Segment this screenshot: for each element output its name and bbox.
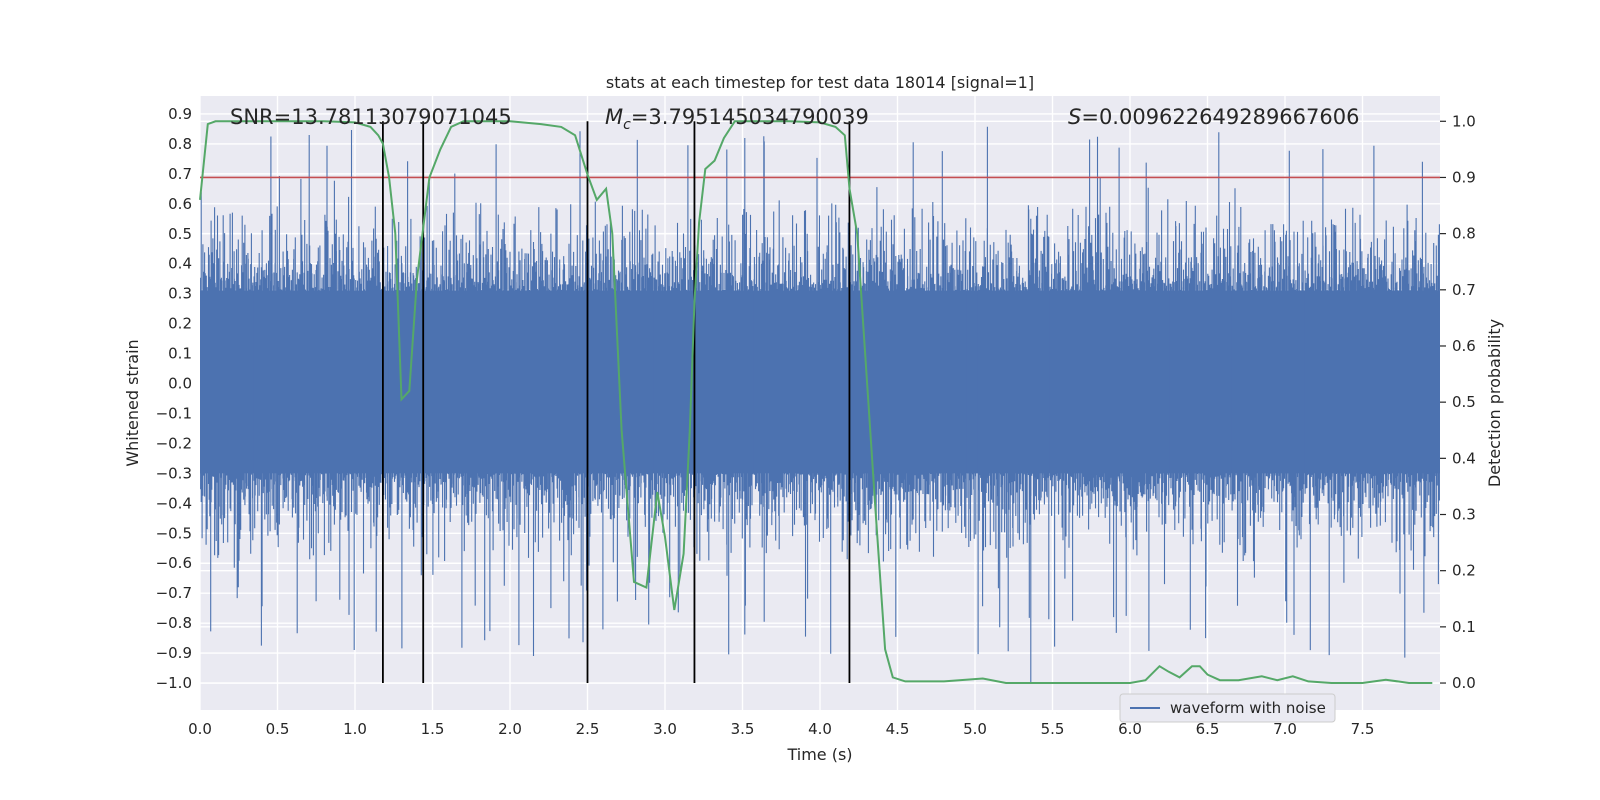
y-right-tick-label: 1.0 bbox=[1452, 112, 1476, 130]
chart-title: stats at each timestep for test data 180… bbox=[606, 73, 1034, 92]
y-tick-label: −0.8 bbox=[156, 614, 192, 632]
y-tick-label: 0.2 bbox=[168, 315, 192, 333]
y-right-tick-label: 0.5 bbox=[1452, 393, 1476, 411]
legend-box bbox=[1119, 693, 1336, 723]
y-tick-label: −0.9 bbox=[156, 644, 192, 662]
x-tick-label: 7.5 bbox=[1351, 720, 1375, 738]
y-tick-label: −0.5 bbox=[156, 524, 192, 542]
mc-value: =3.795145034790039 bbox=[631, 105, 869, 129]
y-tick-label: 0.0 bbox=[168, 375, 192, 393]
x-tick-label: 5.5 bbox=[1041, 720, 1065, 738]
y-tick-label: 0.4 bbox=[168, 255, 192, 273]
s-symbol: S bbox=[1068, 105, 1081, 129]
overlay-lines bbox=[200, 121, 1440, 684]
legend-entry: waveform with noise bbox=[1170, 699, 1326, 717]
x-tick-label: 5.0 bbox=[963, 720, 987, 738]
x-tick-label: 4.5 bbox=[886, 720, 910, 738]
y-tick-label: −0.7 bbox=[156, 584, 192, 602]
y-tick-label: −0.4 bbox=[156, 494, 192, 512]
x-tick-label: 6.0 bbox=[1118, 720, 1142, 738]
y-tick-label: −0.2 bbox=[156, 434, 192, 452]
legend: waveform with noise bbox=[1119, 693, 1336, 723]
x-tick-label: 1.0 bbox=[343, 720, 367, 738]
y-tick-label: 0.7 bbox=[168, 165, 192, 183]
x-tick-label: 6.5 bbox=[1196, 720, 1220, 738]
x-tick-label: 3.0 bbox=[653, 720, 677, 738]
mc-annotation: Mc=3.795145034790039 bbox=[605, 105, 869, 133]
y-right-tick-label: 0.8 bbox=[1452, 225, 1476, 243]
mc-subscript: c bbox=[623, 117, 631, 133]
y-right-tick-label: 0.0 bbox=[1452, 674, 1476, 692]
y-tick-label: 0.9 bbox=[168, 105, 192, 123]
y-tick-label: −0.6 bbox=[156, 554, 192, 572]
y-right-tick-label: 0.2 bbox=[1452, 562, 1476, 580]
s-value: =0.009622649289667606 bbox=[1081, 105, 1359, 129]
y-tick-label: −0.3 bbox=[156, 464, 192, 482]
waveform-line bbox=[200, 126, 1440, 683]
s-annotation: S=0.009622649289667606 bbox=[1068, 105, 1359, 129]
x-tick-label: 0.5 bbox=[266, 720, 290, 738]
x-tick-label: 0.0 bbox=[188, 720, 212, 738]
snr-annotation: SNR=13.78113079071045 bbox=[230, 105, 512, 129]
y-tick-label: −1.0 bbox=[156, 674, 192, 692]
y-tick-label: −0.1 bbox=[156, 404, 192, 422]
y-tick-label: 0.5 bbox=[168, 225, 192, 243]
y-right-tick-label: 0.3 bbox=[1452, 506, 1476, 524]
y-right-tick-label: 0.1 bbox=[1452, 618, 1476, 636]
x-tick-label: 4.0 bbox=[808, 720, 832, 738]
probability-series bbox=[199, 120, 1433, 684]
x-tick-label: 2.0 bbox=[498, 720, 522, 738]
x-tick-label: 2.5 bbox=[576, 720, 600, 738]
y-tick-label: 0.1 bbox=[168, 345, 192, 363]
y-right-tick-label: 0.7 bbox=[1452, 281, 1476, 299]
y-tick-label: 0.8 bbox=[168, 135, 192, 153]
x-tick-label: 3.5 bbox=[731, 720, 755, 738]
y-right-axis-label: Detection probability bbox=[1485, 319, 1504, 487]
x-axis-label: Time (s) bbox=[786, 745, 852, 764]
waveform-series bbox=[200, 126, 1440, 683]
y-right-tick-label: 0.9 bbox=[1452, 168, 1476, 186]
y-right-tick-label: 0.6 bbox=[1452, 337, 1476, 355]
x-tick-label: 7.0 bbox=[1273, 720, 1297, 738]
y-right-tick-label: 0.4 bbox=[1452, 449, 1476, 467]
y-tick-label: 0.6 bbox=[168, 195, 192, 213]
y-tick-label: 0.3 bbox=[168, 285, 192, 303]
x-tick-label: 1.5 bbox=[421, 720, 445, 738]
y-axis-label: Whitened strain bbox=[123, 339, 142, 466]
probability-line bbox=[199, 120, 1433, 684]
tick-labels: 0.0 0.5 1.0 1.5 2.0 2.5 3.0 3.5 4.0 4.5 5.0 5.5 6.0 6… bbox=[156, 105, 1476, 738]
mc-symbol: M bbox=[605, 105, 623, 129]
